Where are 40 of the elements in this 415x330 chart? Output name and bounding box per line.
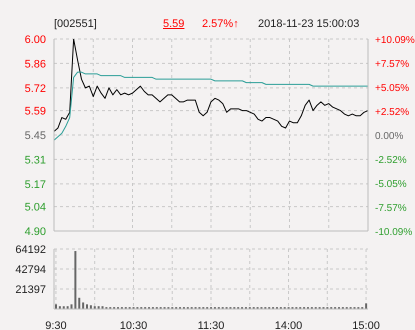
- y-tick-label: 5.17: [24, 178, 46, 191]
- y-tick-label: 64192: [15, 244, 46, 256]
- bar: [58, 306, 61, 309]
- y-tick-label: 5.72: [24, 82, 46, 95]
- bar: [82, 302, 84, 309]
- bar: [102, 306, 104, 309]
- y-tick-label: 5.59: [24, 106, 46, 118]
- y2-tick-label: -5.05%: [375, 179, 407, 190]
- y-tick-label: 21397: [15, 284, 46, 296]
- y-tick-label: 5.86: [24, 58, 46, 70]
- bar: [78, 298, 80, 309]
- text: 5.59: [163, 18, 184, 30]
- y-tick-label: 5.04: [24, 202, 46, 214]
- y-tick-label: 5.31: [24, 154, 46, 166]
- chart-title: [002551]: [54, 18, 97, 30]
- bar: [74, 251, 76, 309]
- x-tick-label: 15:00: [352, 320, 380, 330]
- text: 2.57%↑: [202, 18, 239, 30]
- y2-tick-label: -2.52%: [375, 154, 407, 166]
- y-tick-label: 42794: [15, 264, 46, 276]
- y2-tick-label: +7.57%: [375, 58, 410, 70]
- x-tick-label: 11:30: [198, 320, 224, 330]
- x-tick-label: 14:00: [274, 320, 302, 330]
- text: 2018-11-23 15:00:03: [258, 18, 360, 30]
- y2-tick-label: -7.57%: [375, 203, 407, 214]
- y2-tick-label: -10.09%: [375, 227, 412, 238]
- line-series: [54, 72, 368, 141]
- bar: [98, 306, 100, 309]
- y-tick-label: 6.00: [24, 34, 46, 46]
- y2-tick-label: 0.00%: [375, 131, 404, 142]
- bar: [66, 306, 69, 309]
- bar: [94, 306, 96, 309]
- y2-tick-label: +10.09%: [375, 35, 415, 46]
- y2-tick-label: +5.05%: [375, 82, 410, 94]
- line-series: [54, 39, 368, 132]
- x-tick-label: 10:30: [120, 320, 148, 330]
- y-tick-label: 4.90: [24, 226, 46, 238]
- x-tick-label: 9:30: [45, 320, 67, 330]
- y-tick-label: 5.45: [24, 130, 46, 142]
- y2-tick-label: +2.52%: [375, 107, 410, 118]
